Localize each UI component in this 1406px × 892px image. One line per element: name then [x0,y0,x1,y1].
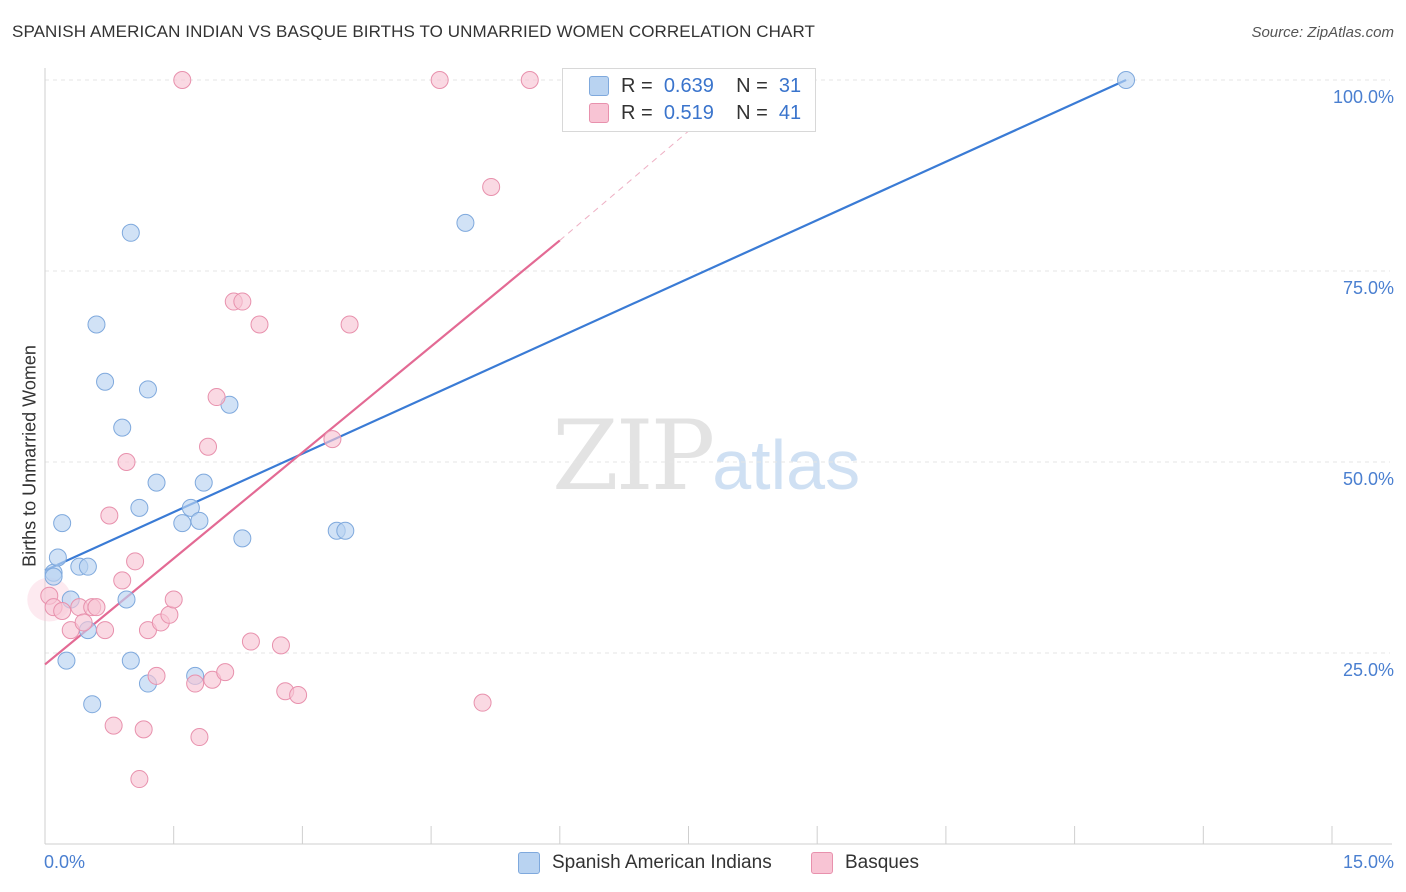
point-spanish-american-indians [194,473,213,492]
point-spanish-american-indians [130,498,149,517]
point-spanish-american-indians [53,514,72,533]
point-basques [482,177,501,196]
point-basques [134,720,153,739]
x-tick-label-min: 0.0% [44,852,86,872]
r-value: 0.639 [663,74,714,97]
point-spanish-american-indians [138,380,157,399]
point-basques [74,613,93,632]
point-basques [173,71,192,89]
point-basques [130,770,149,789]
legend-item-basques: Basques [811,852,919,874]
point-basques [241,632,260,651]
point-spanish-american-indians [456,213,475,232]
point-spanish-american-indians [173,514,192,533]
chart-title: SPANISH AMERICAN INDIAN VS BASQUE BIRTHS… [12,22,816,41]
n-value: 31 [778,74,802,97]
stats-legend: R = 0.639 N = 31 R = 0.519 N = 41 [562,68,816,132]
point-spanish-american-indians [87,315,106,334]
trend-line-spanish-american-indians [44,78,1127,572]
stats-swatch-spanish-american-indians [589,76,609,96]
r-label: R = [621,101,653,124]
y-tick-label-100: 100.0% [1332,87,1394,107]
point-basques [340,315,359,334]
point-basques [113,571,132,590]
r-label: R = [621,74,653,97]
legend-swatch-spanish-american-indians [518,852,540,874]
trend-extension-basques [559,79,749,241]
point-basques [96,621,115,640]
source-label: Source: ZipAtlas.com [1251,24,1394,41]
point-basques [164,590,183,609]
point-basques [289,686,308,705]
point-basques [207,388,226,407]
point-basques [271,636,290,655]
point-basques [323,430,342,449]
point-basques [430,71,449,89]
y-axis-title: Births to Unmarried Women [19,345,40,567]
point-basques [216,663,235,682]
legend-swatch-basques [811,852,833,874]
point-basques [100,506,119,525]
point-basques [190,728,209,747]
point-basques [186,674,205,693]
y-tick-label-25: 25.0% [1342,660,1394,680]
point-spanish-american-indians [1117,71,1136,89]
legend-label-spanish-american-indians: Spanish American Indians [552,852,772,873]
point-basques [160,605,179,624]
watermark: ZIPatlas [552,400,860,512]
point-basques [520,71,539,89]
point-basques [117,453,136,471]
legend-item-spanish-american-indians: Spanish American Indians [518,852,772,874]
y-tick-label-75: 75.0% [1342,278,1394,298]
point-basques [233,292,252,311]
point-basques [250,315,269,334]
points-layer [27,71,1136,789]
point-basques [147,666,166,685]
stats-swatch-basques [589,103,609,123]
point-spanish-american-indians [113,418,132,437]
point-basques [53,601,72,620]
stats-text-spanish-american-indians: R = 0.639 N = 31 [621,75,801,98]
watermark-atlas: atlas [712,426,861,504]
point-spanish-american-indians [336,521,355,540]
axes [44,68,1392,845]
point-basques [87,598,106,617]
point-spanish-american-indians [233,529,252,548]
point-basques [104,716,123,735]
point-basques [473,693,492,712]
legend-label-basques: Basques [845,852,919,873]
point-spanish-american-indians [96,372,115,391]
point-basques [126,552,145,571]
gridlines [45,79,1390,654]
x-tick-label-max: 15.0% [1342,852,1394,872]
point-spanish-american-indians [121,651,140,670]
y-tick-label-50: 50.0% [1342,469,1394,489]
trend-layer [44,78,1127,666]
stats-text-basques: R = 0.519 N = 41 [621,102,801,125]
n-value: 41 [778,101,802,124]
point-spanish-american-indians [57,651,76,670]
point-spanish-american-indians [78,557,97,576]
point-spanish-american-indians [190,511,209,530]
point-spanish-american-indians [44,567,63,586]
point-spanish-american-indians [48,548,67,567]
watermark-zip: ZIP [552,400,715,512]
n-label: N = [736,74,768,97]
point-basques [199,437,218,456]
point-spanish-american-indians [147,473,166,492]
n-label: N = [736,101,768,124]
point-spanish-american-indians [181,498,200,517]
r-value: 0.519 [663,101,714,124]
point-spanish-american-indians [83,695,102,714]
point-spanish-american-indians [117,590,136,609]
point-spanish-american-indians [121,223,140,242]
